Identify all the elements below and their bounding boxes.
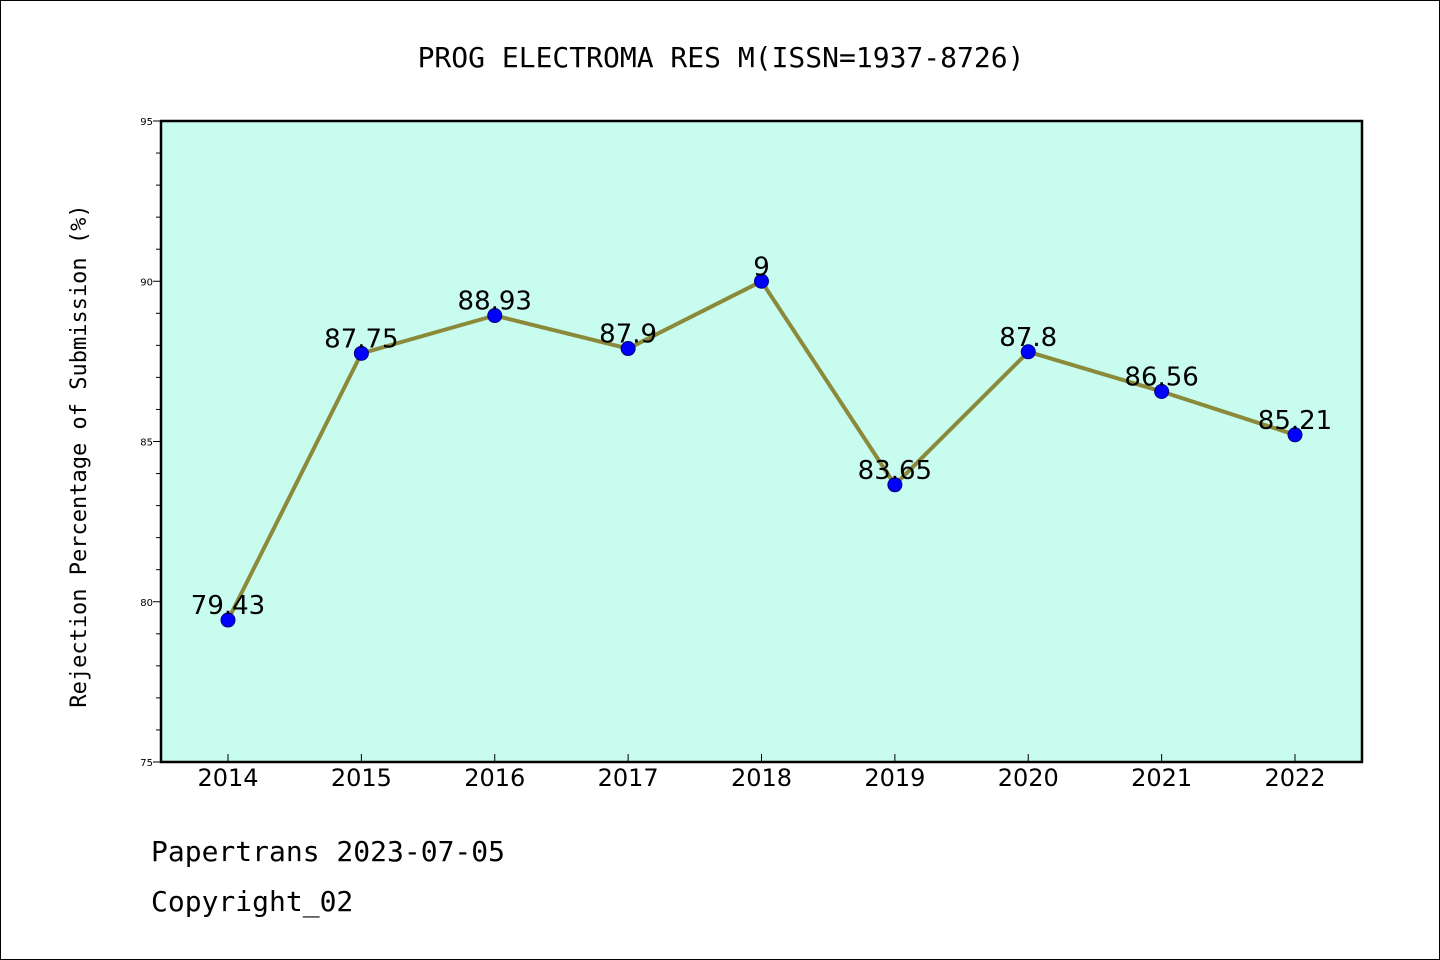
plot-area: [159, 119, 1364, 764]
data-label: 87.9: [599, 320, 657, 350]
y-axis-label: Rejection Percentage of Submission (%): [67, 204, 92, 707]
x-tick-label: 2014: [197, 764, 258, 792]
data-label: 87.75: [324, 324, 398, 354]
data-point: [887, 477, 903, 493]
data-label: 86.56: [1124, 363, 1198, 393]
y-axis: 75 80 85 90 95: [140, 117, 161, 769]
x-tick-label: 2021: [1131, 764, 1192, 792]
data-label: 83.65: [858, 456, 932, 486]
data-label: 85.21: [1258, 406, 1332, 436]
data-point: [1020, 344, 1036, 360]
x-tick-label: 2022: [1264, 764, 1325, 792]
data-label: 79.43: [191, 591, 265, 621]
data-labels: 79.43 87.75 88.93 87.9 9 83.65 87.8 86.56 85.21: [191, 252, 1332, 621]
data-label: 87.8: [999, 323, 1057, 353]
data-markers: [220, 273, 1303, 628]
data-point: [353, 345, 369, 361]
x-tick-label: 2016: [464, 764, 525, 792]
y-tick-label: 85: [140, 438, 153, 449]
data-point: [220, 612, 236, 628]
data-point: [754, 273, 769, 289]
footer-date: Papertrans 2023-07-05: [151, 835, 506, 868]
y-tick-label: 80: [140, 598, 153, 609]
x-tick-label: 2017: [598, 764, 659, 792]
y-tick-label: 75: [140, 758, 153, 769]
x-tick-label: 2018: [731, 764, 792, 792]
y-tick-label: 90: [140, 277, 153, 288]
y-tick-label: 95: [140, 117, 153, 128]
x-tick-label: 2015: [331, 764, 392, 792]
x-axis: 2014 2015 2016 2017 2018 2019 2020 2021 2022: [197, 754, 1326, 792]
chart-title: PROG ELECTROMA RES M(ISSN=1937-8726): [418, 41, 1025, 74]
x-tick-label: 2019: [864, 764, 925, 792]
data-point: [1154, 384, 1170, 400]
data-point: [1287, 427, 1303, 443]
data-label: 88.93: [458, 287, 532, 317]
footer-copyright: Copyright_02: [151, 885, 354, 918]
data-point: [620, 341, 636, 357]
data-label: 9: [753, 252, 770, 282]
data-point: [487, 308, 503, 324]
x-tick-label: 2020: [998, 764, 1059, 792]
